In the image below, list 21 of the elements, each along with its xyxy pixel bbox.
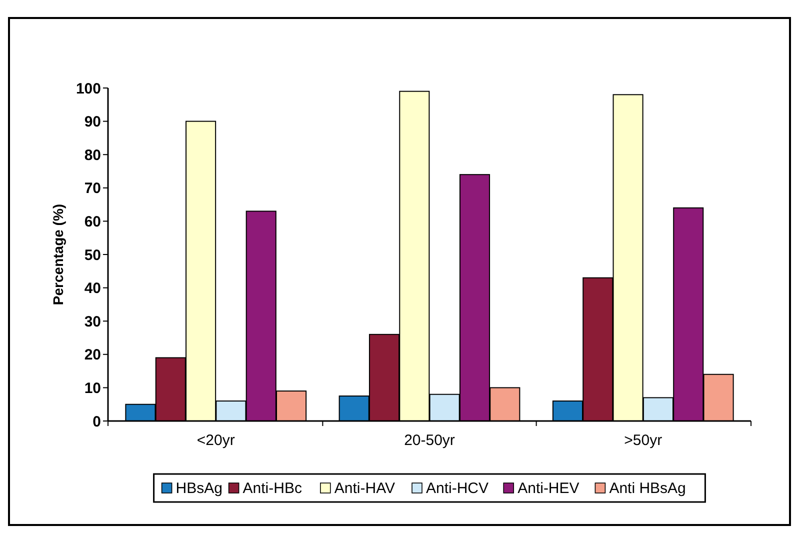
legend-label: Anti-HCV (426, 480, 489, 497)
y-tick-label: 40 (84, 280, 101, 298)
y-axis-title: Percentage (%) (50, 204, 66, 306)
y-tick-label: 100 (76, 80, 101, 98)
x-tick-label: 20-50yr (404, 432, 455, 449)
y-tick-label: 20 (84, 346, 101, 364)
legend-label: Anti-HAV (334, 480, 395, 497)
legend-label: Anti-HBc (242, 480, 302, 497)
y-tick-label: 0 (92, 413, 101, 430)
y-tick-label: 30 (84, 313, 101, 330)
y-tick-label: 90 (84, 114, 101, 131)
y-tick-label: 60 (84, 213, 101, 230)
y-tick-label: 80 (84, 146, 101, 164)
legend-label: HBsAg (176, 480, 222, 497)
legend-label: Anti HBsAg (609, 480, 686, 497)
y-tick-label: 10 (84, 380, 101, 397)
x-tick-label: >50yr (624, 432, 662, 449)
x-tick-label: <20yr (196, 432, 235, 449)
legend-label: Anti-HEV (518, 480, 580, 497)
y-tick-label: 50 (84, 246, 101, 264)
y-tick-label: 70 (84, 180, 101, 198)
